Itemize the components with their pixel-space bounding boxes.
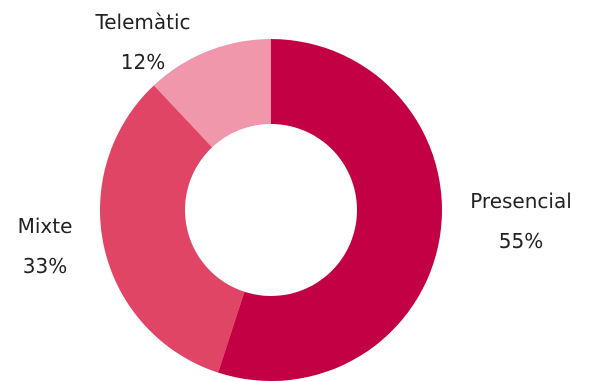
slice-label-value: 33% (23, 254, 67, 278)
slice-label-name: Telemàtic (94, 10, 190, 34)
slice-label-name: Mixte (18, 214, 73, 238)
slice-label-value: 55% (499, 229, 543, 253)
slice-label-value: 12% (121, 50, 165, 74)
slice-telem-tic (153, 39, 271, 148)
slice-mixte (99, 85, 245, 373)
slice-label-name: Presencial (470, 189, 572, 213)
donut-slices (99, 39, 442, 381)
slice-presencial (218, 39, 442, 381)
slice-labels: Presencial 55% Mixte 33% Telemàtic 12% (18, 10, 572, 278)
